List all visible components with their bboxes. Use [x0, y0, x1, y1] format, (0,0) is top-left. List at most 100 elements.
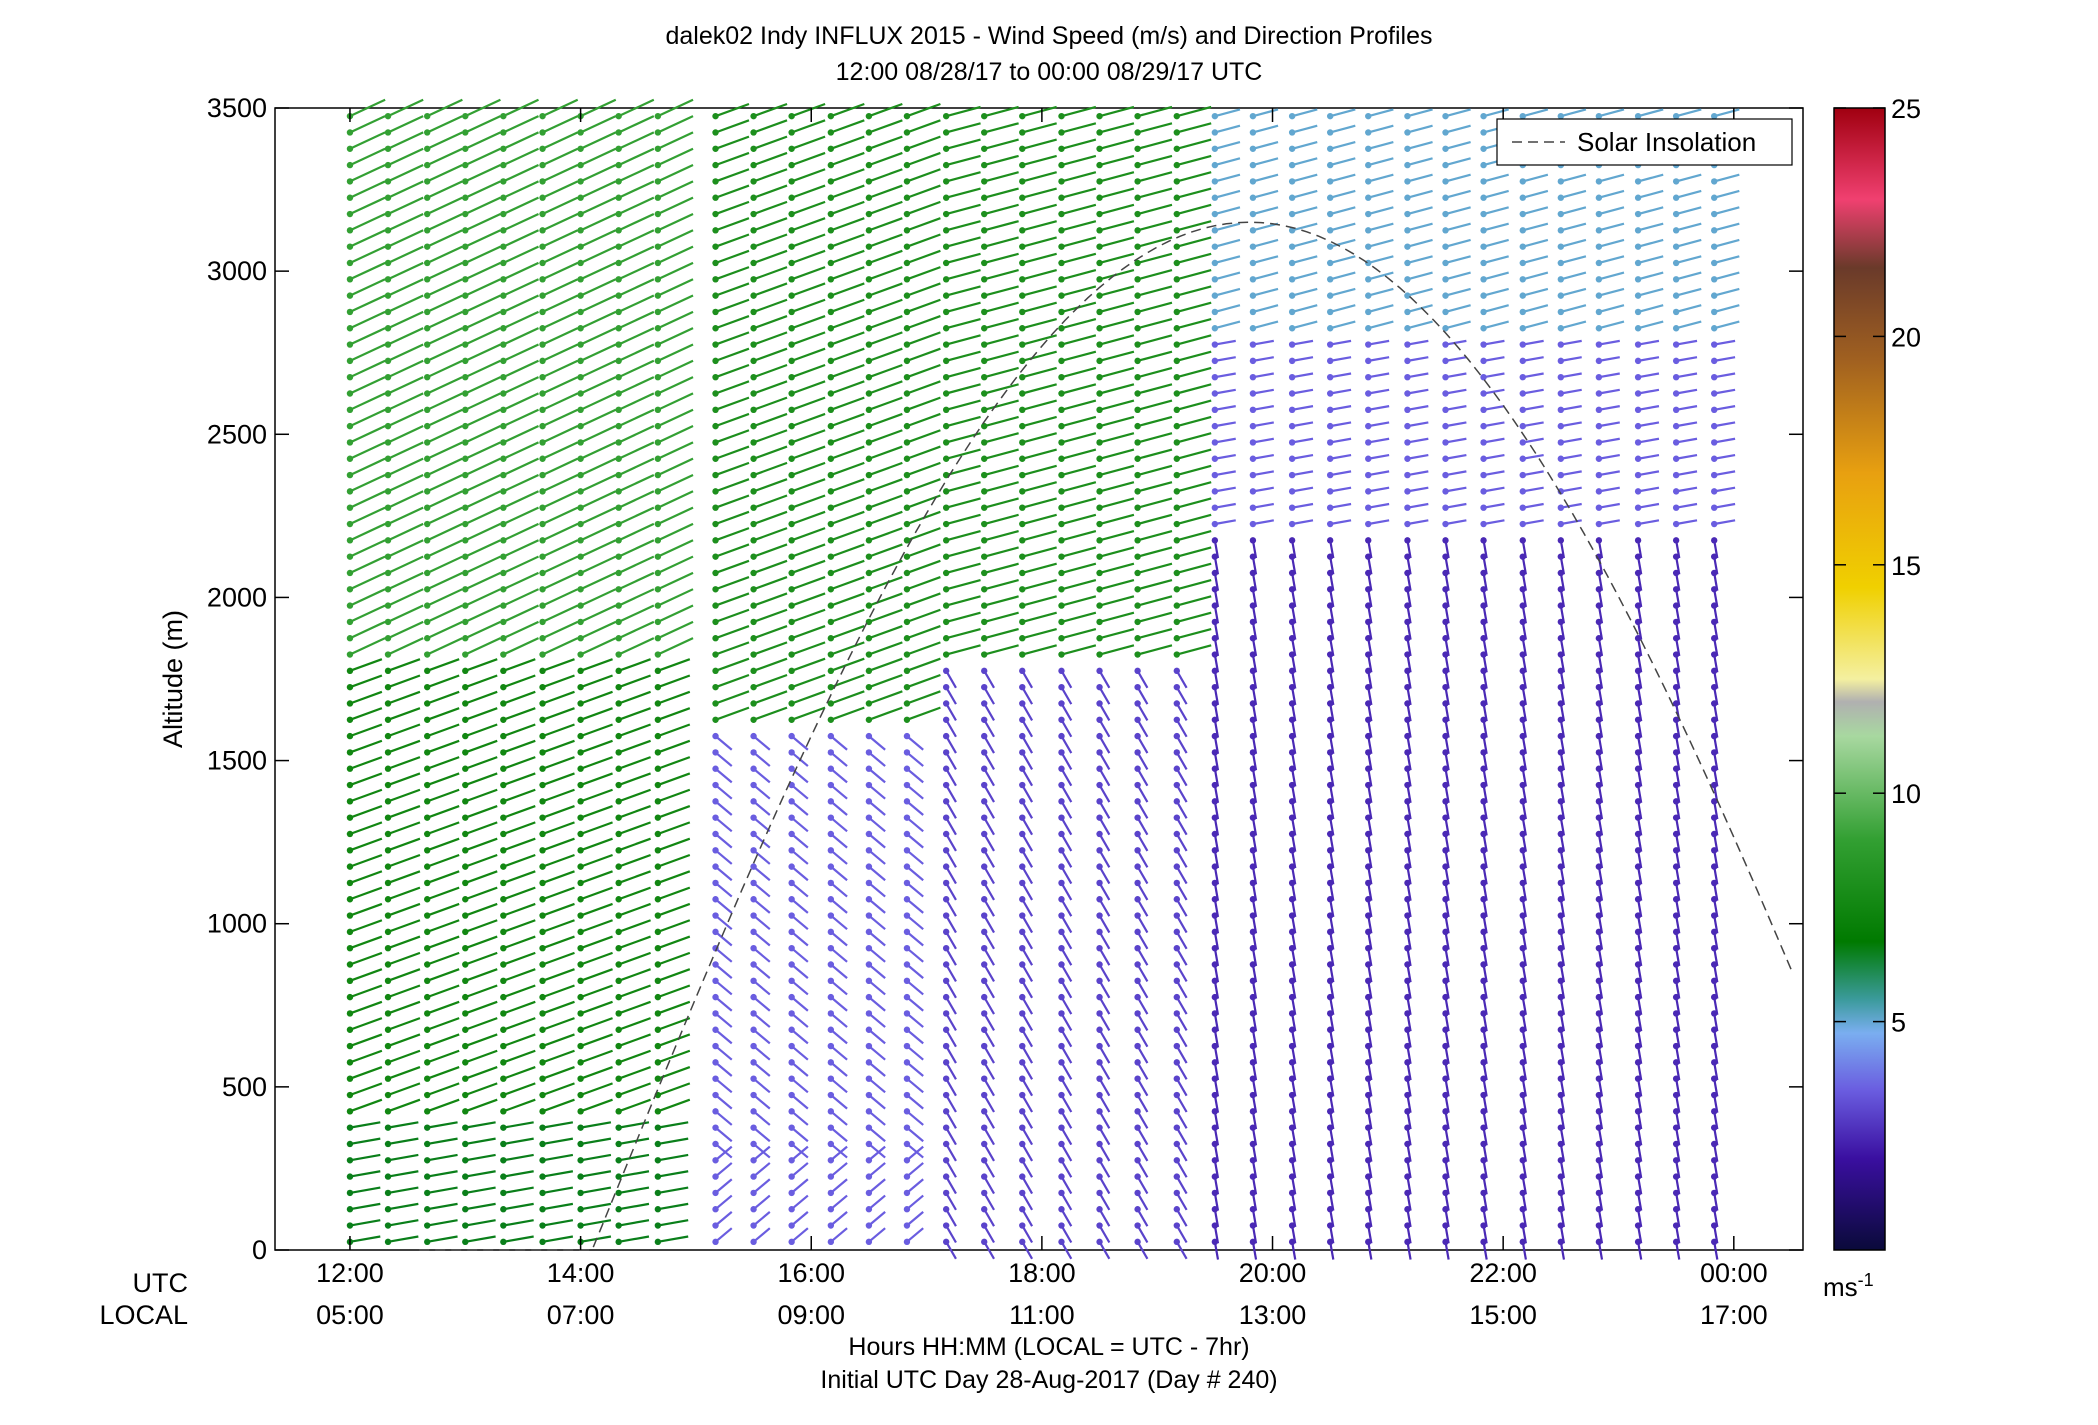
wind-barb-dot [654, 879, 662, 887]
wind-barb-dot [1288, 178, 1296, 185]
wind-barb [906, 963, 924, 979]
wind-barb-dot [1173, 961, 1181, 968]
wind-barb-dot [1634, 178, 1642, 185]
wind-barb [387, 1170, 419, 1178]
wind-barb [1522, 519, 1544, 526]
wind-barb-dot [500, 112, 507, 120]
wind-barb-dot [712, 194, 719, 201]
wind-barb [657, 376, 694, 395]
wind-barb [906, 576, 941, 591]
wind-barb-dot [712, 635, 719, 642]
wind-barb-dot [384, 178, 392, 185]
wind-barb-dot [424, 243, 431, 250]
wind-barb-dot [424, 928, 431, 936]
wind-barb-dot [424, 847, 431, 854]
wind-barb [465, 1170, 496, 1178]
wind-barb-dot [1595, 390, 1603, 397]
wind-barb-dot [577, 732, 584, 740]
wind-barb [387, 457, 424, 477]
wind-barb-dot [903, 357, 911, 365]
wind-barb-dot [346, 635, 354, 642]
wind-barb [945, 399, 981, 411]
wind-barb-dot [712, 341, 719, 348]
wind-barb-dot [1019, 732, 1026, 740]
wind-barb [1021, 203, 1057, 216]
wind-barb [1637, 206, 1664, 216]
wind-barb-dot [577, 1189, 584, 1197]
wind-barb [1136, 915, 1149, 934]
wind-barb [1483, 271, 1509, 281]
wind-barb [906, 1077, 924, 1094]
wind-barb-dot [615, 325, 622, 332]
wind-barb-dot [788, 439, 795, 446]
wind-barb [387, 1098, 421, 1113]
wind-barb-dot [1058, 1075, 1065, 1082]
wind-barb [714, 963, 733, 979]
wind-barb [945, 947, 957, 966]
wind-barb [1407, 140, 1433, 150]
wind-barb [580, 604, 617, 623]
wind-barb-dot [712, 227, 719, 234]
wind-barb [426, 196, 463, 216]
wind-barb [1136, 784, 1149, 803]
wind-barb-dot [539, 1010, 546, 1017]
wind-barb-dot [346, 520, 354, 528]
wind-barb-dot [750, 683, 757, 691]
wind-barb-dot [1019, 749, 1026, 756]
wind-barb-dot [788, 1206, 795, 1213]
wind-barb-dot [500, 863, 507, 870]
wind-barb [830, 494, 865, 509]
wind-barb [387, 902, 421, 917]
wind-barb [657, 506, 694, 526]
wind-barb [983, 154, 1019, 167]
wind-barb-dot [1404, 227, 1411, 234]
wind-barb [1060, 1127, 1073, 1146]
wind-barb [830, 1077, 848, 1094]
wind-barb-dot [1096, 928, 1103, 936]
wind-barb [464, 164, 501, 183]
wind-barb-dot [1480, 259, 1487, 267]
wind-barb [464, 408, 501, 428]
wind-barb [1560, 486, 1582, 493]
wind-barb-dot [424, 1026, 431, 1033]
wind-barb [426, 522, 463, 542]
wind-barb [580, 805, 613, 819]
wind-barb [387, 131, 424, 150]
wind-barb [1329, 421, 1352, 428]
wind-barb-dot [865, 1091, 873, 1099]
wind-barb-dot [712, 276, 719, 283]
wind-barb [426, 853, 460, 868]
wind-barb-dot [424, 1042, 431, 1050]
wind-barb [790, 1126, 809, 1143]
wind-barb-dot [865, 1140, 873, 1148]
wind-barb-dot [903, 618, 911, 626]
wind-barb-dot [1519, 537, 1526, 544]
wind-barb-dot [1288, 455, 1296, 462]
wind-barb [714, 1094, 733, 1110]
wind-barb [830, 200, 865, 216]
wind-barb-dot [750, 1157, 757, 1164]
wind-barb [502, 98, 539, 118]
wind-barb [752, 1211, 771, 1227]
wind-barb-dot [981, 194, 988, 201]
wind-barb-dot [865, 406, 873, 414]
wind-barb [790, 1145, 809, 1162]
wind-barb-dot [750, 276, 757, 283]
wind-barb [945, 898, 957, 917]
wind-barb [1445, 287, 1471, 297]
wind-barb [715, 396, 750, 411]
wind-barb-dot [1557, 292, 1565, 299]
wind-barb [790, 865, 809, 882]
wind-barb-dot [981, 210, 988, 218]
wind-barb [752, 816, 771, 833]
wind-barb [1176, 171, 1212, 183]
wind-barb [1021, 138, 1057, 150]
wind-barb [983, 817, 995, 836]
wind-barb [464, 886, 498, 901]
wind-barb [1021, 317, 1057, 330]
wind-barb [542, 902, 575, 917]
wind-barb [868, 751, 886, 767]
wind-barb-dot [788, 569, 795, 577]
wind-barb-dot [712, 1124, 719, 1131]
wind-barb-dot [788, 357, 795, 365]
